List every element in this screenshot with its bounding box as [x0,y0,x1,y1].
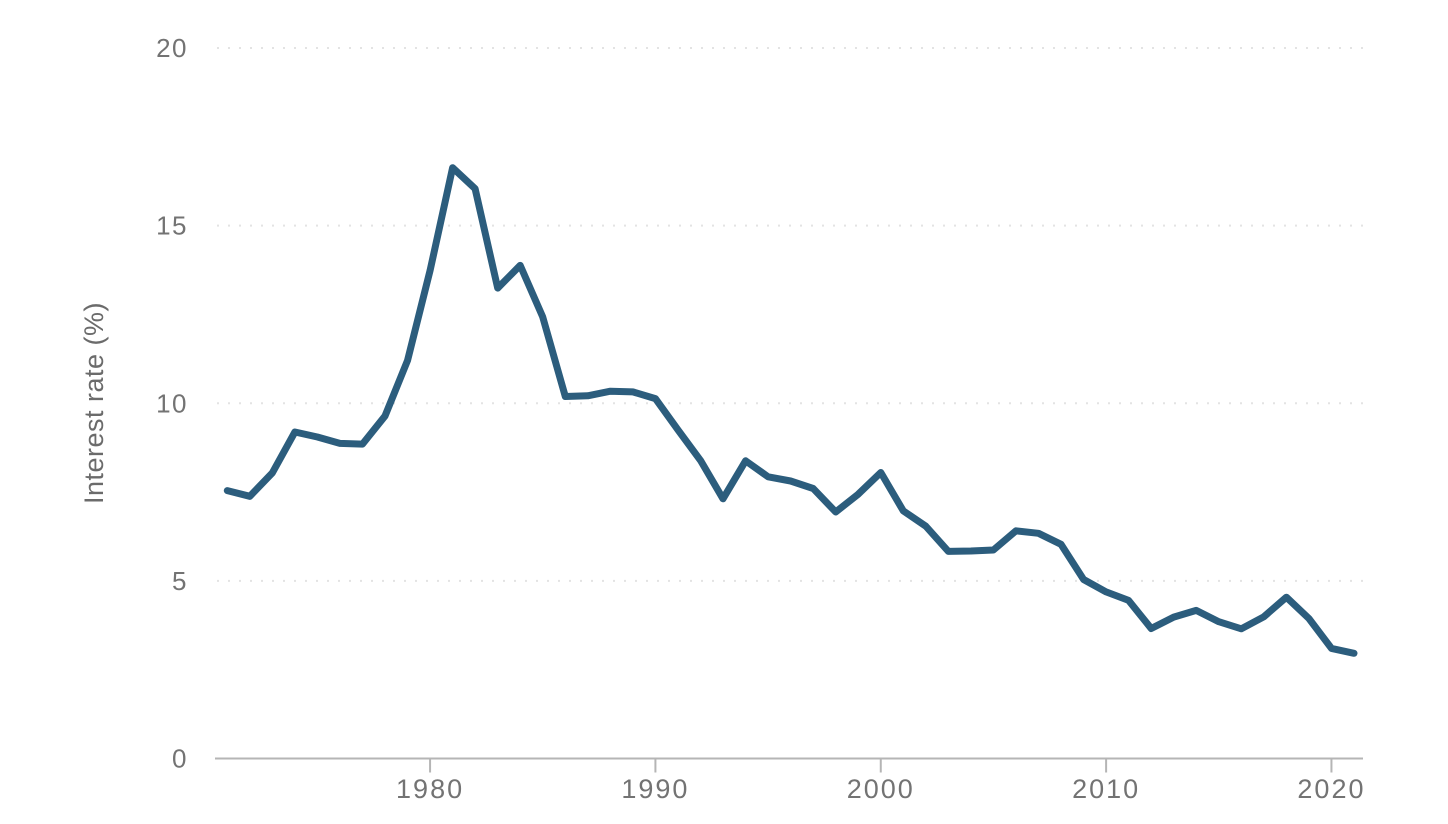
x-tick-label: 1980 [396,774,464,804]
plot-generated-content: 0 5 10 15 20 1980 1990 2000 2010 2020 [156,33,1365,804]
series-line-interest-rate [223,164,1358,657]
x-tick-label: 2020 [1297,774,1365,804]
y-tick-label: 5 [172,566,188,596]
x-tick-label: 1990 [621,774,689,804]
y-tick-label: 0 [172,744,188,774]
x-tick-label: 2000 [847,774,915,804]
x-tick-label: 2010 [1072,774,1140,804]
y-tick-label: 15 [156,211,188,241]
y-axis-title: Interest rate (%) [79,302,109,504]
y-tick-label: 20 [156,33,188,63]
y-tick-label: 10 [156,388,188,418]
